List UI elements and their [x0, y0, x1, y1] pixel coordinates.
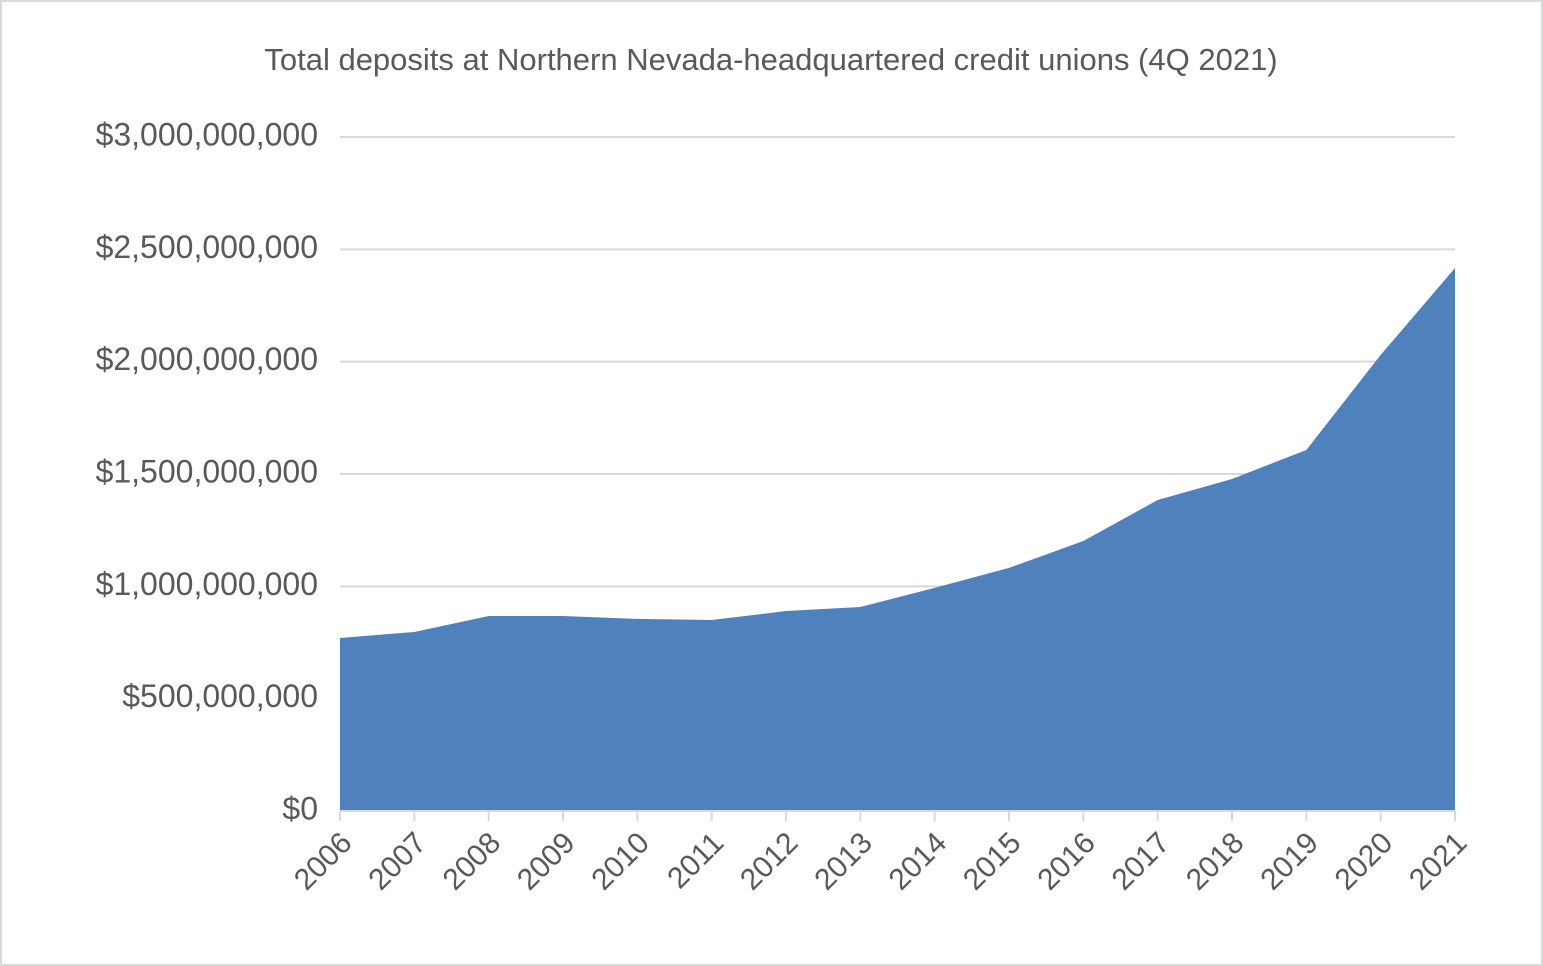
y-tick-label: $1,500,000,000 [96, 453, 318, 489]
y-tick-label: $1,000,000,000 [96, 566, 318, 602]
y-tick-label: $500,000,000 [122, 678, 318, 714]
y-tick-label: $0 [282, 790, 318, 826]
y-tick-label: $2,500,000,000 [96, 229, 318, 265]
chart-title: Total deposits at Northern Nevada-headqu… [264, 42, 1277, 77]
y-tick-label: $3,000,000,000 [96, 116, 318, 152]
area [340, 267, 1455, 811]
y-tick-label: $2,000,000,000 [96, 341, 318, 377]
